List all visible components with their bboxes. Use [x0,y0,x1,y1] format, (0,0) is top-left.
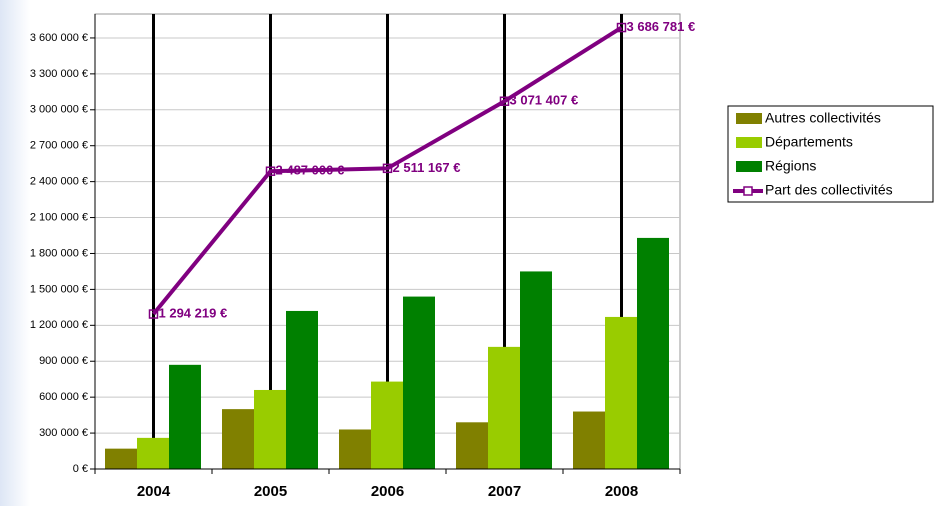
bar [339,429,371,469]
y-tick-label: 1 200 000 € [30,319,88,331]
line-marker [616,22,627,33]
bar [137,437,169,469]
data-label: 2 487 000 € [276,163,345,178]
x-tick-label: 2005 [254,483,287,500]
legend-swatch [736,113,762,124]
y-tick-label: 1 500 000 € [30,283,88,295]
y-tick-label: 2 400 000 € [30,176,88,188]
bar [105,448,137,469]
data-label: 1 294 219 € [159,305,228,320]
x-tick-label: 2006 [371,483,404,500]
x-tick-label: 2004 [137,483,171,500]
x-tick-label: 2008 [605,483,638,500]
y-tick-label: 2 700 000 € [30,140,88,152]
bar [286,310,318,469]
line [151,25,623,316]
y-tick-label: 0 € [73,463,88,475]
bar [520,271,552,469]
x-tick-label: 2007 [488,483,521,500]
legend-label: Part des collectivités [765,182,893,198]
bar [637,237,669,469]
y-tick-label: 2 100 000 € [30,211,88,223]
y-tick-label: 300 000 € [39,427,88,439]
y-tick-label: 3 600 000 € [30,32,88,44]
line-marker [499,96,510,106]
y-tick-label: 3 000 000 € [30,104,88,116]
legend-marker [743,186,753,196]
bar [403,296,435,469]
line-marker [382,163,393,174]
line-marker [265,166,276,176]
bar [169,364,201,469]
legend-box [727,105,934,203]
data-label: 3 686 781 € [627,19,696,34]
data-label: 3 071 407 € [510,93,579,108]
bar [456,422,488,469]
y-tick-label: 600 000 € [39,391,88,403]
background-edge [0,0,30,506]
legend-swatch [736,137,762,148]
legend-label: Autres collectivités [765,110,881,126]
bar [222,409,254,469]
bar [371,381,403,469]
y-tick-label: 3 300 000 € [30,68,88,80]
y-tick-label: 900 000 € [39,355,88,367]
y-tick-label: 1 800 000 € [30,247,88,259]
line-marker [148,309,159,319]
bar [488,346,520,469]
data-label: 2 511 167 € [393,160,461,175]
bar [605,316,637,469]
bar [573,411,605,469]
legend-label: Régions [765,158,816,174]
bar [254,389,286,469]
legend-label: Départements [765,134,853,150]
legend-swatch [736,161,762,172]
